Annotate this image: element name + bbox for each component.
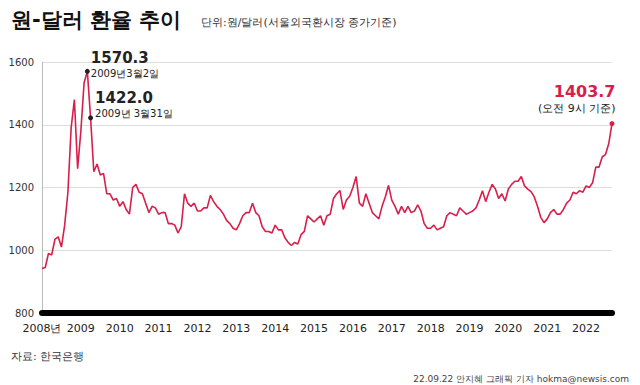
svg-text:2016: 2016 [339,322,367,335]
svg-text:800: 800 [15,308,34,319]
svg-text:2009년3월2일: 2009년3월2일 [91,68,159,79]
svg-text:1400: 1400 [9,119,34,130]
svg-text:1600: 1600 [9,57,34,68]
svg-text:2019: 2019 [456,322,484,335]
svg-text:단위:원/달러(서울외국환시장 종가기준): 단위:원/달러(서울외국환시장 종가기준) [201,16,397,29]
svg-text:1000: 1000 [9,245,34,256]
svg-text:2022: 2022 [572,322,600,335]
svg-text:22.09.22 안지혜 그래픽 기자 hokma@news: 22.09.22 안지혜 그래픽 기자 hokma@newsis.com [413,374,629,384]
svg-text:2009: 2009 [67,322,95,335]
svg-text:자료: 한국은행: 자료: 한국은행 [11,350,84,363]
svg-text:2010: 2010 [106,322,134,335]
svg-text:2021: 2021 [533,322,561,335]
svg-text:2011: 2011 [145,322,173,335]
svg-text:(오전 9시 기준): (오전 9시 기준) [538,102,616,115]
svg-text:2008년: 2008년 [23,322,62,335]
svg-text:2012: 2012 [183,322,211,335]
svg-text:2014: 2014 [261,322,289,335]
svg-text:1403.7: 1403.7 [554,82,616,101]
svg-text:2015: 2015 [300,322,328,335]
svg-text:2009년 3월31일: 2009년 3월31일 [95,108,173,119]
svg-text:1200: 1200 [9,182,34,193]
svg-text:원-달러 환율 추이: 원-달러 환율 추이 [11,8,181,32]
svg-text:1422.0: 1422.0 [95,89,153,107]
svg-text:2020: 2020 [494,322,522,335]
svg-text:1570.3: 1570.3 [91,49,149,67]
svg-text:2018: 2018 [417,322,445,335]
svg-text:2013: 2013 [222,322,250,335]
svg-text:2017: 2017 [378,322,406,335]
